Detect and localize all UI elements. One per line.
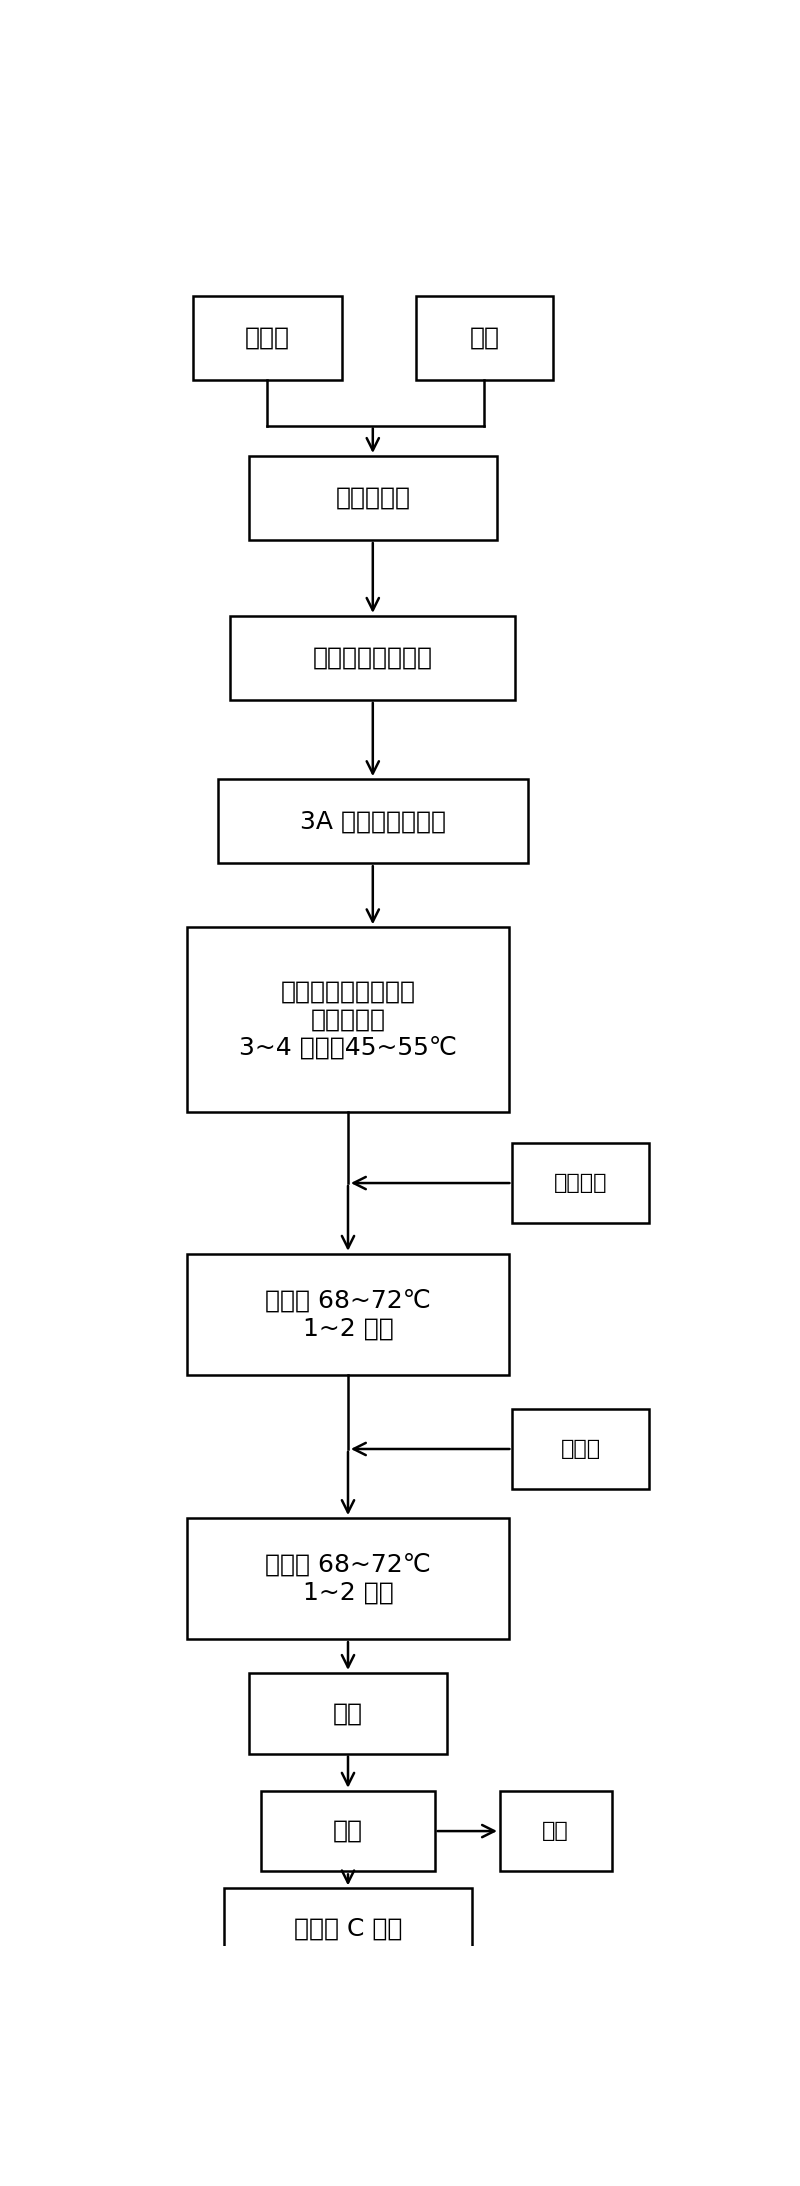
Text: 维生素 C 钠盐: 维生素 C 钠盐 (294, 1917, 402, 1941)
Bar (500, 1790, 611, 1871)
Text: 颗粒活性炭: 颗粒活性炭 (335, 485, 410, 509)
Text: 3A 型分子筛干燥柱: 3A 型分子筛干燥柱 (300, 809, 446, 833)
Bar (512, 1408, 649, 1489)
Text: 古龙酸: 古龙酸 (245, 326, 290, 350)
Text: 碳酸钠: 碳酸钠 (561, 1438, 601, 1458)
Bar (230, 616, 515, 700)
Text: 碱转化 68~72℃
1~2 小时: 碱转化 68~72℃ 1~2 小时 (265, 1288, 431, 1340)
Bar (512, 1143, 649, 1224)
Bar (262, 1790, 435, 1871)
Text: 冷却: 冷却 (333, 1701, 363, 1725)
Bar (218, 778, 528, 863)
Text: 阳离子树脂保护柱: 阳离子树脂保护柱 (313, 645, 433, 669)
Text: 碱转化 68~72℃
1~2 小时: 碱转化 68~72℃ 1~2 小时 (265, 1552, 431, 1605)
Bar (187, 927, 510, 1113)
Text: 强酸性阳离子交换树
脂循环走料
3~4 小时，45~55℃: 强酸性阳离子交换树 脂循环走料 3~4 小时，45~55℃ (239, 979, 457, 1060)
Bar (416, 295, 553, 380)
Bar (187, 1517, 510, 1640)
Text: 碳酸氢钠: 碳酸氢钠 (554, 1174, 607, 1194)
Bar (193, 295, 342, 380)
Bar (187, 1255, 510, 1375)
Bar (224, 1889, 472, 1970)
Text: 母液: 母液 (542, 1821, 569, 1841)
Text: 甲醇: 甲醇 (470, 326, 499, 350)
Bar (249, 1672, 447, 1753)
Text: 离心: 离心 (333, 1819, 363, 1843)
Bar (249, 457, 497, 540)
